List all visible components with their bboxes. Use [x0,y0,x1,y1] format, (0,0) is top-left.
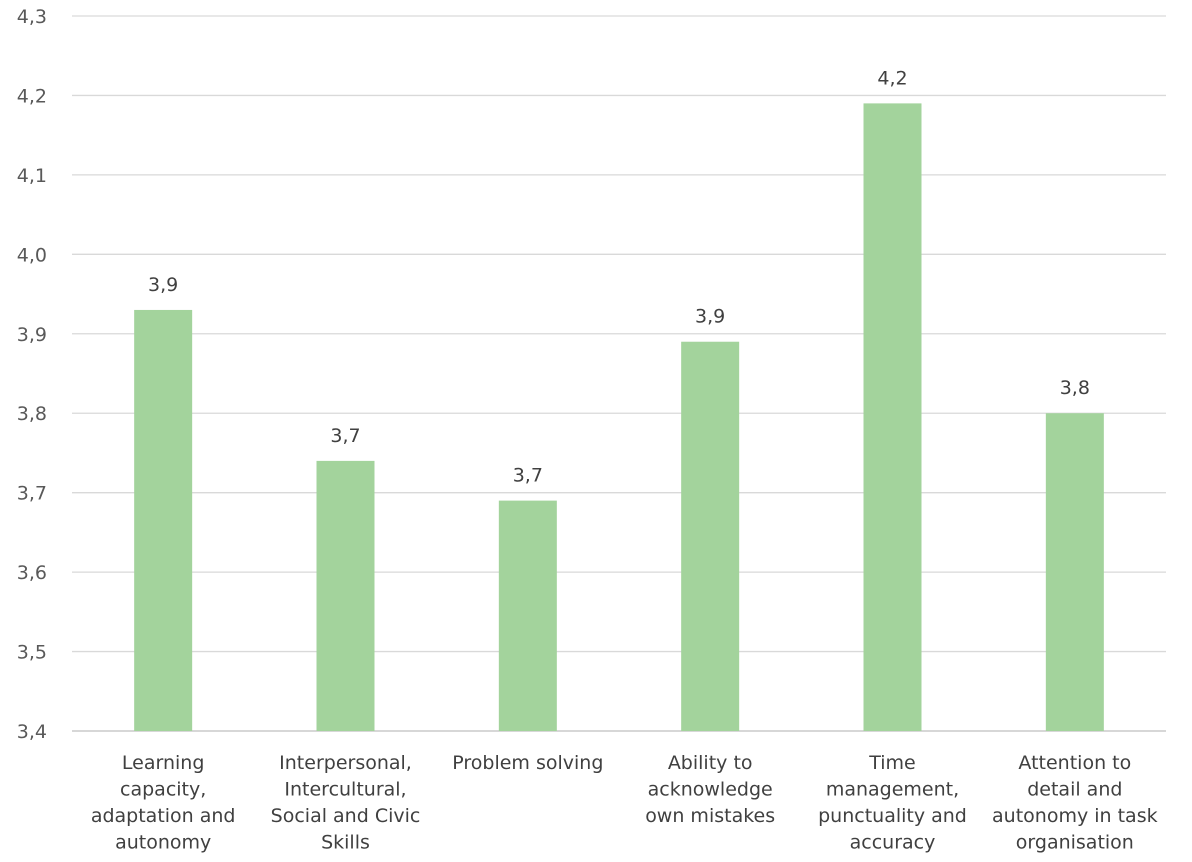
bar [681,341,740,731]
x-category-label: Problem solving [452,752,603,774]
x-category-label-line: detail and [1027,779,1122,801]
x-category-label-line: accuracy [850,832,936,854]
data-label: 3,7 [330,425,360,447]
x-category-label: Interpersonal, Intercultural, Social and C… [271,752,421,854]
x-category-label-line: Social and Civic [271,805,421,827]
bar [316,460,375,731]
x-category-label: Attention to detail and autonomy in task or… [992,752,1158,854]
y-tick-label: 3,9 [17,324,47,346]
x-category-label-line: own mistakes [645,805,775,827]
data-label: 3,9 [695,306,725,328]
y-tick-label: 3,4 [17,721,47,743]
bar [498,500,557,731]
y-tick-label: 3,5 [17,642,47,664]
x-category-label-line: autonomy in task [992,805,1158,827]
x-category-label-line: Learning [122,752,205,774]
x-category-label-line: Problem solving [452,752,603,774]
y-tick-label: 4,3 [17,6,47,28]
y-tick-label: 4,2 [17,85,47,107]
data-label: 3,7 [513,465,543,487]
data-label: 3,8 [1060,377,1090,399]
x-category-label-line: Intercultural, [284,779,406,801]
y-tick-label: 4,1 [17,165,47,187]
x-category-label-line: Skills [321,832,370,854]
x-category-label-line: management, [826,779,959,801]
x-category-label-line: autonomy [115,832,211,854]
data-labels: 3,9 3,7 3,7 3,9 4,2 3,8 [148,67,1090,486]
x-category-label-line: organisation [1016,832,1134,854]
x-category-label-line: punctuality and [818,805,967,827]
x-category-label-line: Time [868,752,916,774]
y-axis-ticks: 3,4 3,5 3,6 3,7 3,8 3,9 4,0 4,1 4,2 4,3 [17,6,47,743]
bar [863,103,922,731]
y-tick-label: 3,7 [17,483,47,505]
y-tick-label: 3,8 [17,403,47,425]
x-category-label-line: adaptation and [91,805,236,827]
bars [134,103,1104,731]
x-category-label-line: capacity, [120,779,206,801]
x-category-label: Time management, punctuality and accuracy [818,752,967,854]
x-category-label-line: Interpersonal, [279,752,412,774]
bar [1045,413,1104,731]
x-category-label: Learning capacity, adaptation and autonomy [91,752,236,854]
y-tick-label: 3,6 [17,562,47,584]
x-category-label-line: Ability to [668,752,753,774]
x-axis-categories: Learning capacity, adaptation and autonomy I… [91,752,1158,854]
y-tick-label: 4,0 [17,244,47,266]
x-category-label-line: acknowledge [648,779,773,801]
data-label: 3,9 [148,274,178,296]
bar [134,309,193,731]
data-label: 4,2 [877,67,907,89]
x-category-label: Ability to acknowledge own mistakes [645,752,775,827]
gridlines [72,15,1166,732]
x-category-label-line: Attention to [1018,752,1131,774]
